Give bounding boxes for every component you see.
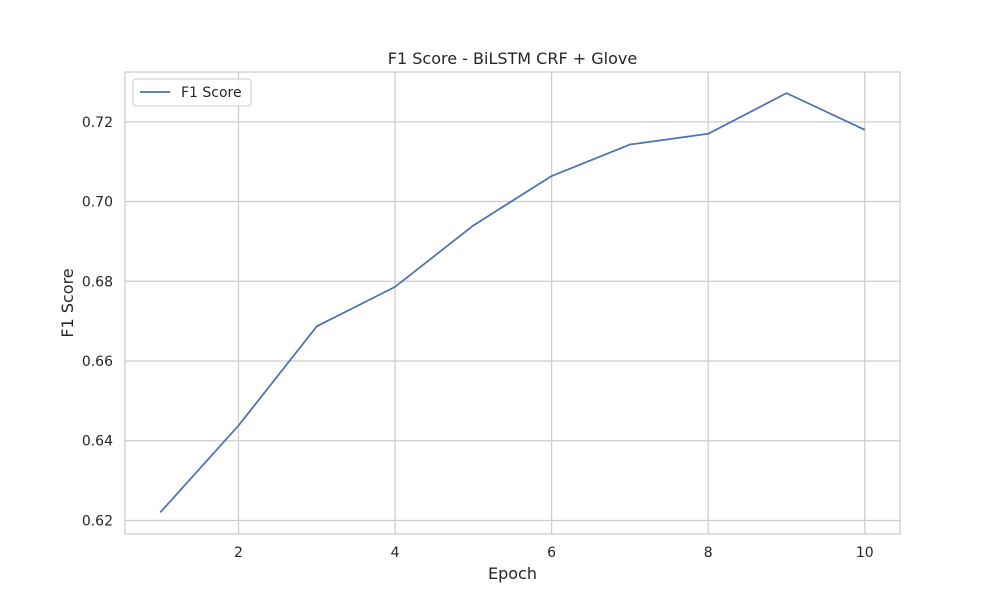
plot-frame — [124, 71, 901, 535]
series-line — [159, 92, 866, 514]
chart-title: F1 Score - BiLSTM CRF + Glove — [388, 49, 637, 68]
x-tick-label: 4 — [391, 545, 400, 561]
x-axis-title: Epoch — [488, 564, 537, 583]
data-point — [238, 425, 240, 427]
data-point — [394, 286, 396, 288]
y-tick-label: 0.64 — [82, 434, 113, 450]
x-tick-label: 8 — [704, 545, 713, 561]
legend-label: F1 Score — [181, 85, 242, 101]
y-tick-label: 0.62 — [82, 513, 113, 529]
data-point — [864, 129, 866, 131]
data-point — [786, 92, 788, 94]
data-point — [707, 133, 709, 135]
y-axis-title: F1 Score — [58, 268, 77, 337]
data-point — [629, 144, 631, 146]
data-point — [316, 325, 318, 327]
data-point — [159, 512, 161, 514]
legend-box — [132, 78, 252, 107]
x-tick-label: 6 — [547, 545, 556, 561]
y-tick-label: 0.70 — [82, 195, 113, 211]
y-tick-label: 0.66 — [82, 354, 113, 370]
data-point — [472, 225, 474, 227]
data-point — [551, 175, 553, 177]
legend: F1 Score — [132, 78, 252, 107]
y-tick-label: 0.72 — [82, 115, 113, 131]
x-tick-label: 2 — [234, 545, 243, 561]
series-layer — [159, 92, 866, 514]
x-tick-label: 10 — [856, 545, 874, 561]
y-tick-label: 0.68 — [82, 274, 113, 290]
tick-labels: 2 4 6 8 10 0.62 0.64 0.66 0.68 0.70 0.72 — [82, 115, 874, 561]
